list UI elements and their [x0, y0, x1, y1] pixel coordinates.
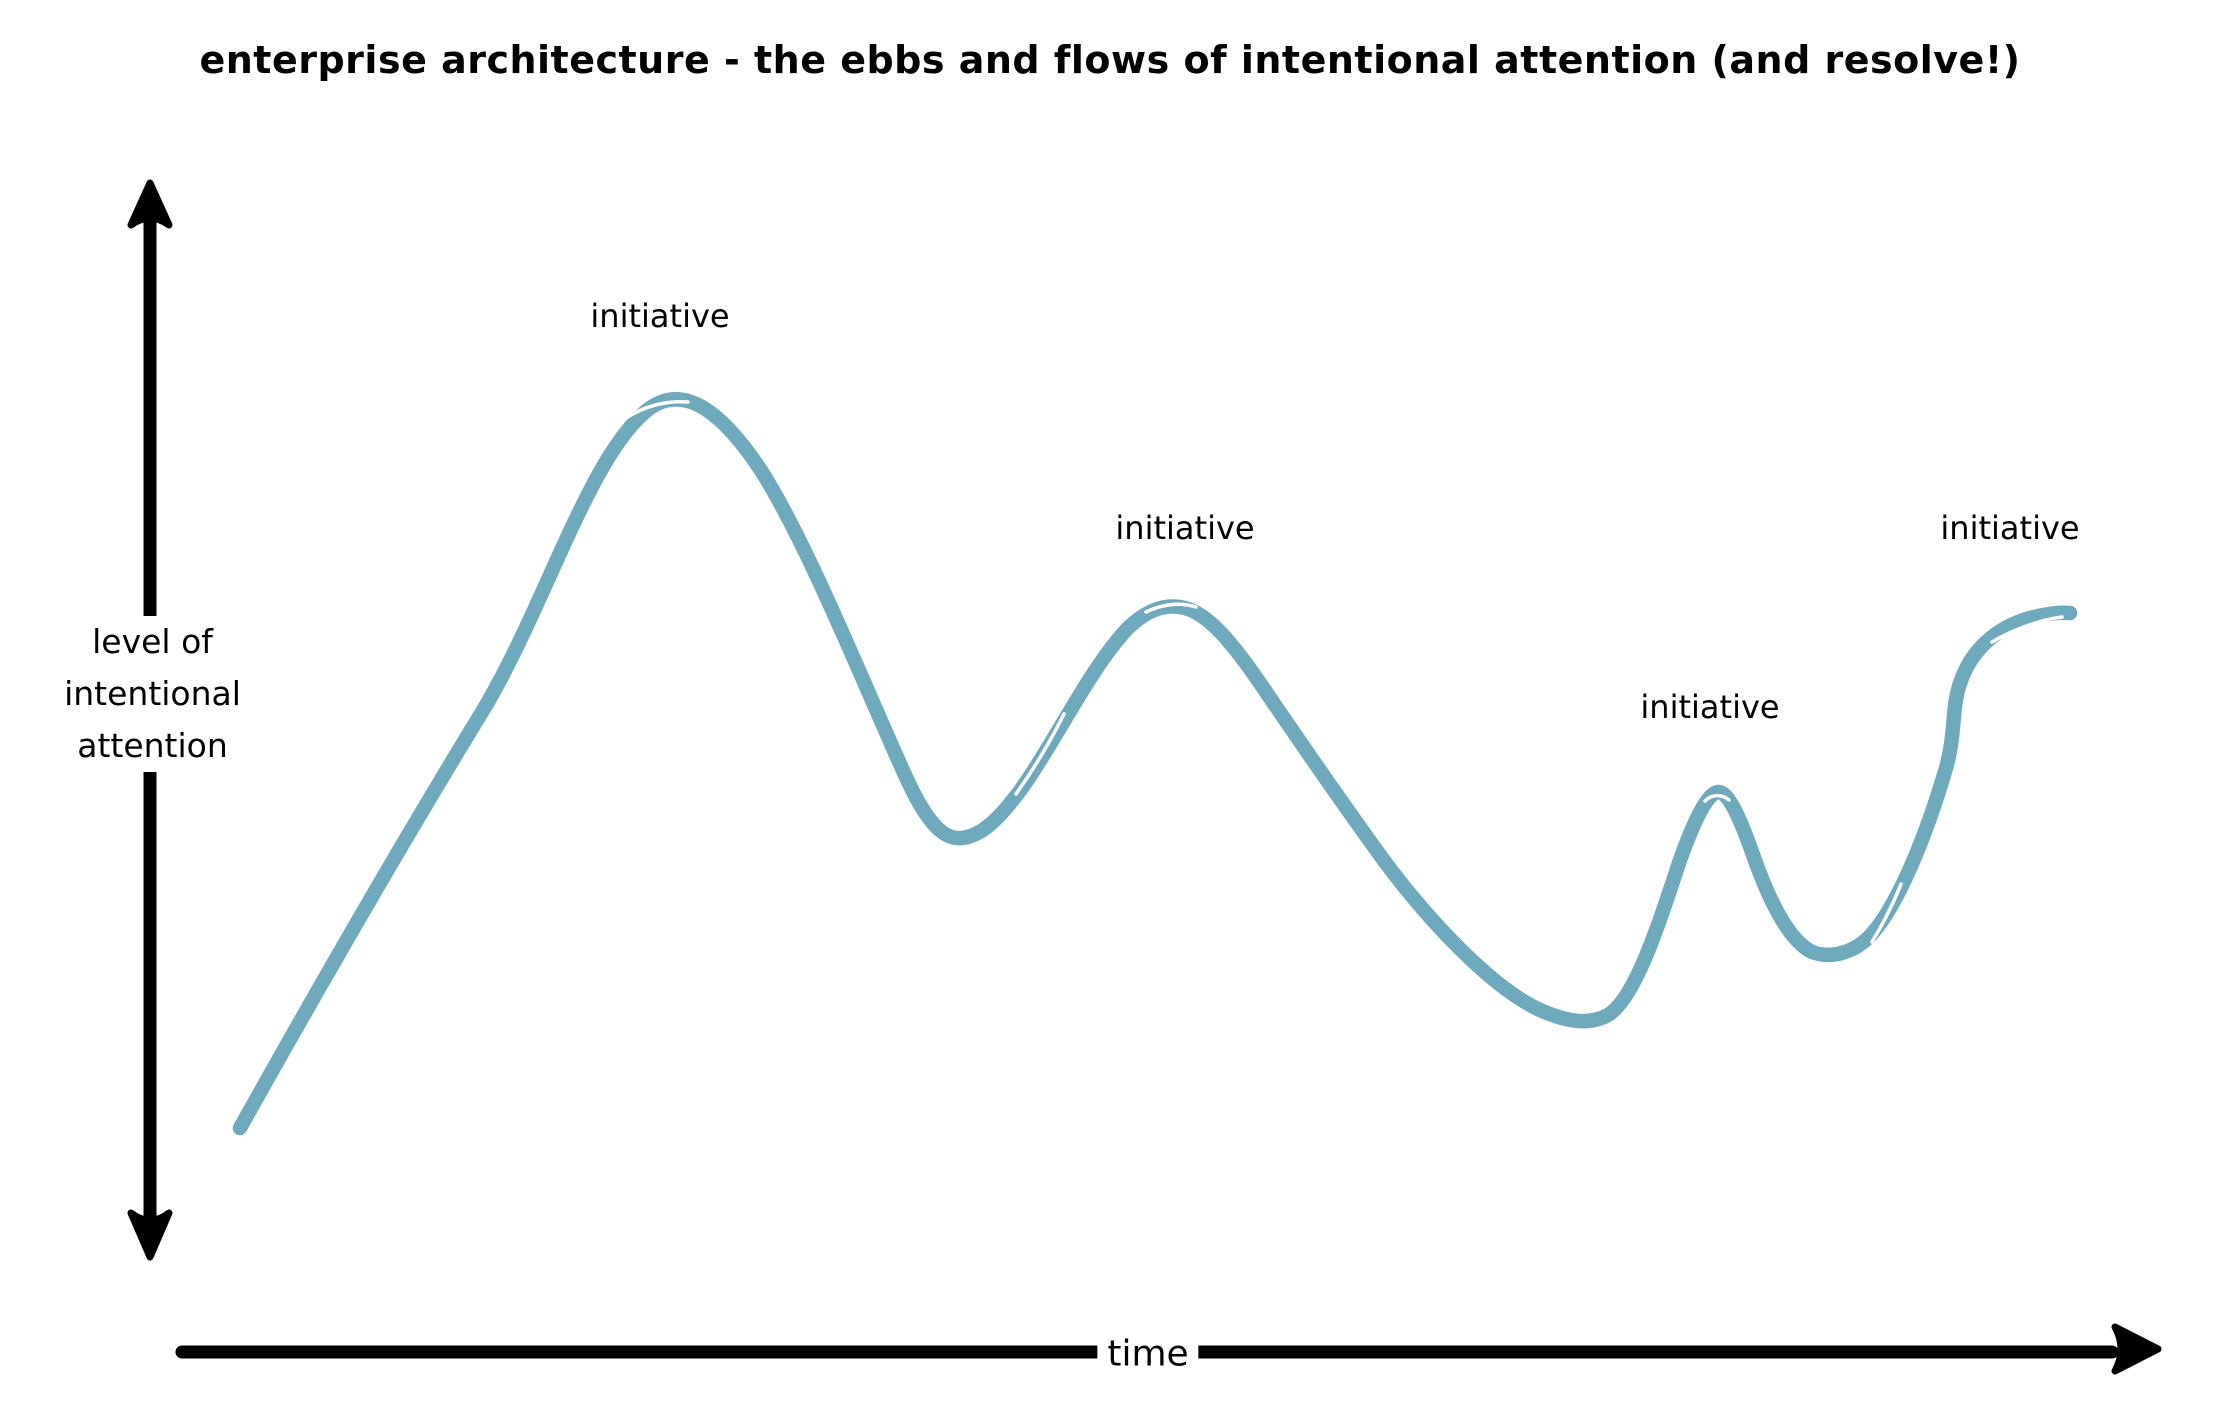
curve-highlight	[1990, 615, 2064, 644]
y-axis-arrow-up-icon	[127, 179, 173, 229]
initiative-label: initiative	[1640, 688, 1780, 726]
y-axis-arrow-down-icon	[127, 1209, 173, 1261]
curve-highlight	[1703, 793, 1731, 803]
curve-highlight	[1014, 712, 1066, 796]
curve-highlight	[1328, 728, 1374, 788]
initiative-label: initiative	[1940, 509, 2080, 547]
curve-highlight	[1870, 882, 1903, 944]
curve-highlight-strokes	[590, 400, 2064, 944]
initiative-label: initiative	[1115, 509, 1255, 547]
initiative-label: initiative	[590, 297, 730, 335]
chart-title: enterprise architecture - the ebbs and f…	[199, 38, 2021, 82]
curve-highlight	[590, 400, 690, 448]
x-axis-arrow-right-icon	[2111, 1323, 2162, 1375]
x-axis-label: time	[1097, 1331, 1199, 1377]
curve-highlight	[1144, 602, 1198, 614]
y-axis-label: level of intentional attention	[25, 616, 280, 773]
